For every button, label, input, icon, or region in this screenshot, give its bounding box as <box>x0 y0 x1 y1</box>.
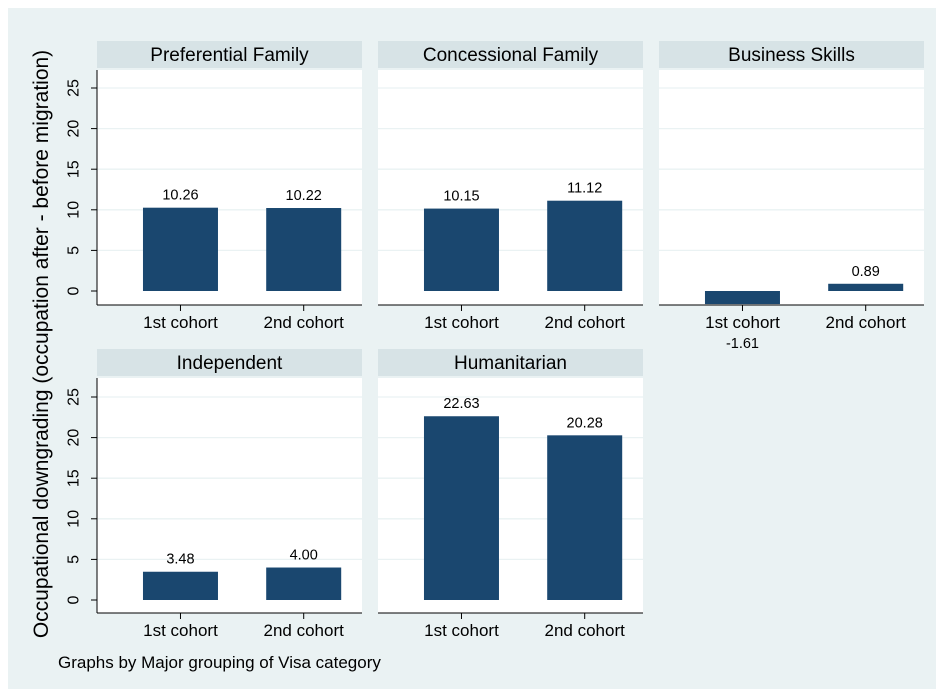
bar-value-label: 10.15 <box>443 189 479 205</box>
panel-title: Preferential Family <box>150 45 309 66</box>
bar <box>266 208 342 291</box>
y-tick-label: 15 <box>66 469 83 487</box>
y-tick-label: 25 <box>66 79 83 97</box>
plot-area <box>659 70 924 305</box>
bar <box>423 208 499 291</box>
bar-value-label: 11.12 <box>567 181 602 197</box>
bar-value-label: 0.89 <box>852 264 880 280</box>
panel-header <box>97 349 362 376</box>
graph-note: Graphs by Major grouping of Visa categor… <box>58 653 381 672</box>
x-tick-label: 2nd cohort <box>264 621 345 640</box>
x-tick-label: 1st cohort <box>705 313 780 332</box>
x-tick-label: 2nd cohort <box>545 313 626 332</box>
bar <box>547 435 623 600</box>
bar <box>423 416 499 600</box>
bar <box>266 567 342 600</box>
bar-value-label: 4.00 <box>290 548 318 564</box>
x-tick-label: 2nd cohort <box>264 313 345 332</box>
y-tick-label: 5 <box>66 246 83 255</box>
panels-container: Preferential Family 0 5 10 15 20 25 10.26 10.22 1… <box>66 41 924 640</box>
panel-header <box>659 41 924 68</box>
x-tick-label: 1st cohort <box>424 621 499 640</box>
x-tick-label: 1st cohort <box>424 313 499 332</box>
y-tick-label: 0 <box>66 595 83 604</box>
bar <box>704 291 780 305</box>
panel-title: Independent <box>177 353 283 374</box>
y-axis-label: Occupational downgrading (occupation aft… <box>30 50 53 638</box>
bar <box>547 200 623 291</box>
y-tick-label: 5 <box>66 555 83 564</box>
bar-value-label: -1.61 <box>726 336 759 352</box>
y-tick-label: 25 <box>66 388 83 406</box>
bar <box>142 571 218 600</box>
y-tick-label: 10 <box>66 201 83 219</box>
panel-header <box>378 41 643 68</box>
bar-value-label: 3.48 <box>166 552 194 568</box>
panel-header <box>97 41 362 68</box>
x-tick-label: 2nd cohort <box>826 313 907 332</box>
bar-value-label: 10.22 <box>286 188 322 204</box>
panel-title: Business Skills <box>728 45 855 66</box>
x-tick-label: 2nd cohort <box>545 621 626 640</box>
bar <box>828 283 904 291</box>
bar-value-label: 22.63 <box>443 396 479 412</box>
panel-title: Humanitarian <box>454 353 567 374</box>
y-tick-label: 20 <box>66 429 83 447</box>
x-tick-label: 1st cohort <box>143 621 218 640</box>
bar-value-label: 20.28 <box>567 415 603 431</box>
y-tick-label: 20 <box>66 120 83 138</box>
y-tick-label: 0 <box>66 286 83 295</box>
bar <box>142 207 218 291</box>
y-tick-label: 10 <box>66 510 83 528</box>
x-tick-label: 1st cohort <box>143 313 218 332</box>
bar-value-label: 10.26 <box>162 188 198 204</box>
y-tick-label: 15 <box>66 160 83 178</box>
panel-header <box>378 349 643 376</box>
panel-title: Concessional Family <box>423 45 599 66</box>
